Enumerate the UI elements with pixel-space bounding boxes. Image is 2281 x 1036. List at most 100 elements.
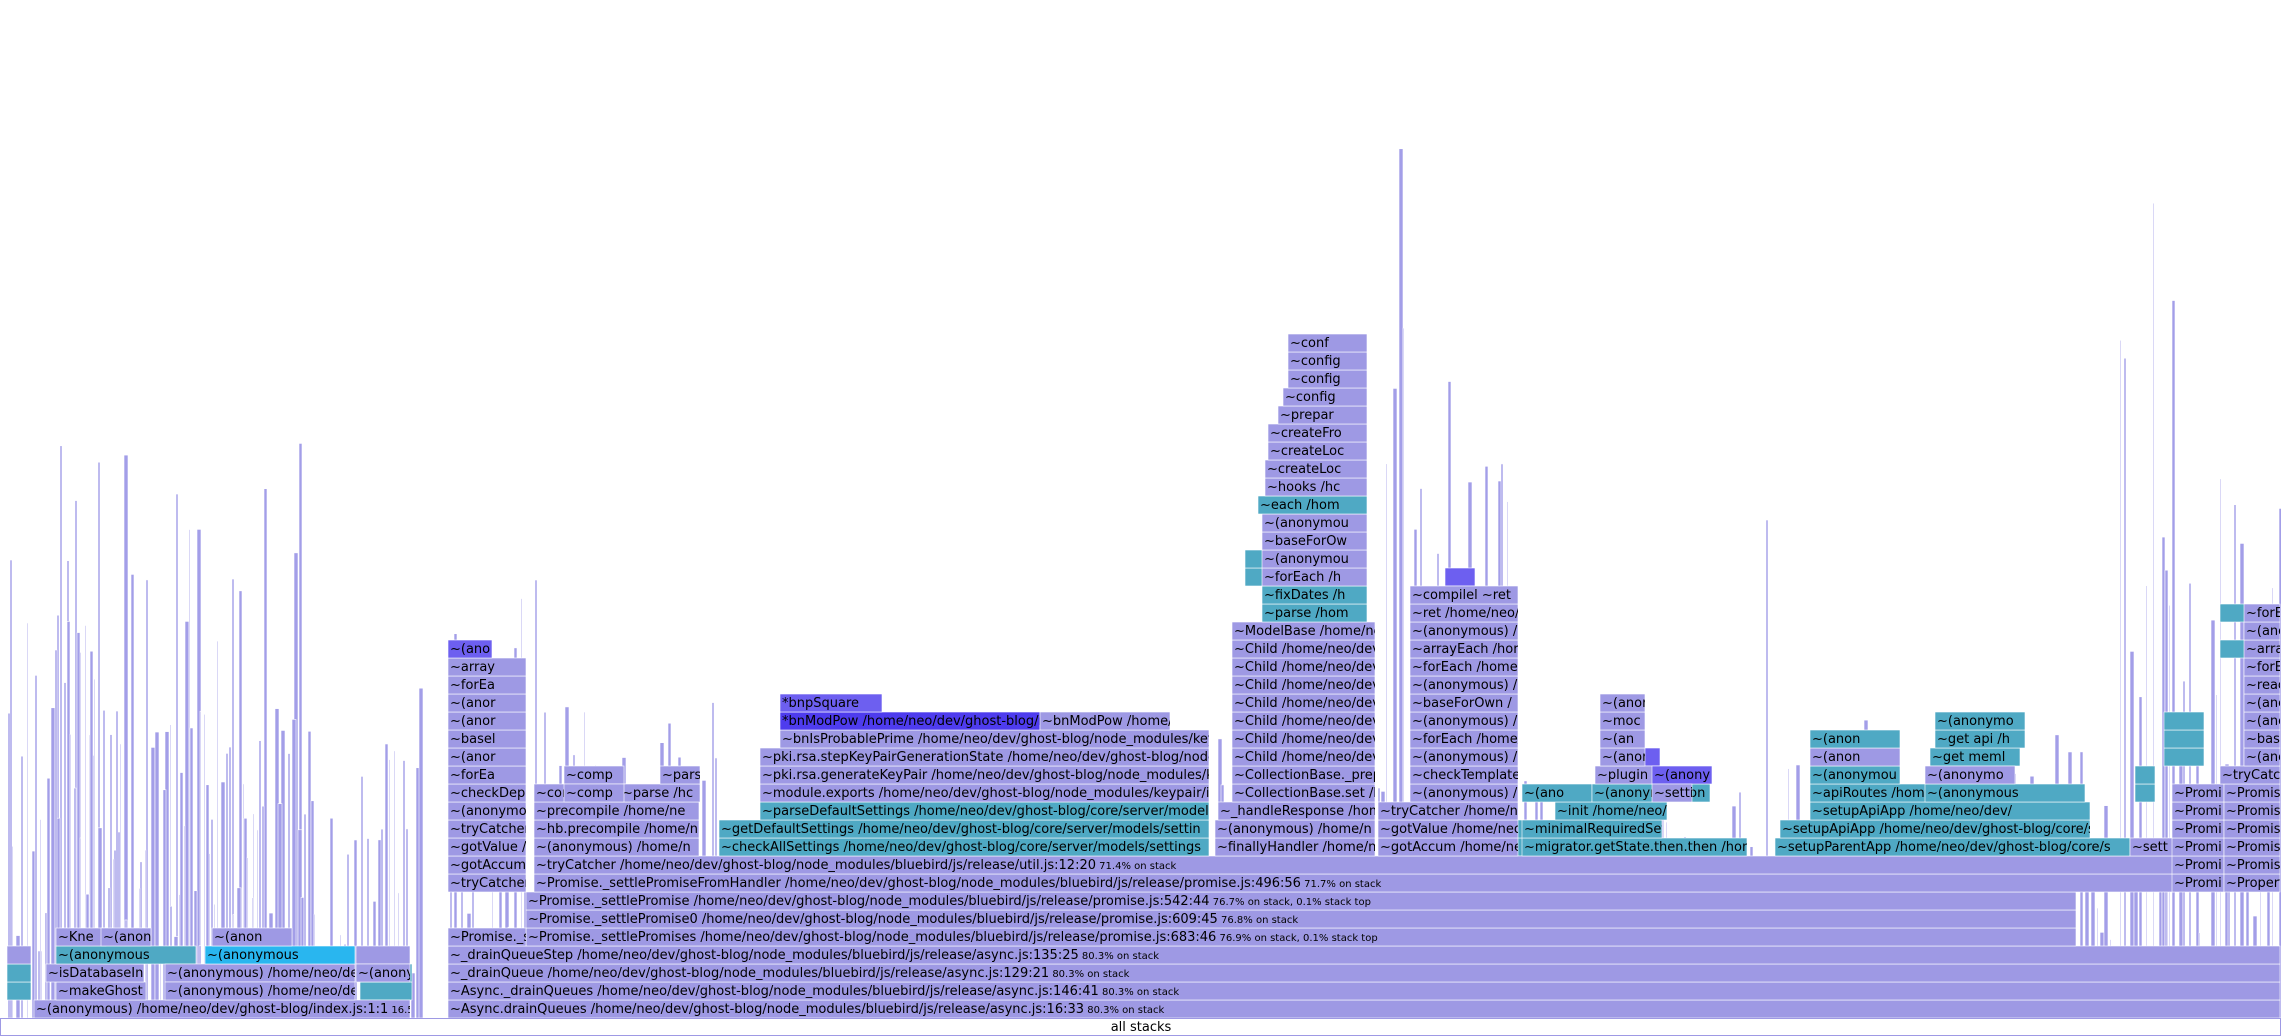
stack-frame[interactable]: ~(anonymous bbox=[204, 945, 356, 965]
stack-frame-block[interactable] bbox=[2134, 783, 2156, 803]
stack-frame[interactable]: ~(anonymous) /home/ne bbox=[1409, 783, 1575, 803]
stack-frame[interactable]: ~(anor bbox=[447, 693, 527, 713]
stack-spike[interactable] bbox=[154, 731, 160, 1019]
stack-frame[interactable]: ~Promise. bbox=[2223, 801, 2281, 821]
stack-frame[interactable]: ~Async.drainQueues /home/neo/dev/ghost-b… bbox=[447, 999, 2281, 1019]
stack-frame[interactable]: ~(anonymous) /home/neo/dev/ bbox=[164, 963, 371, 983]
stack-frame[interactable]: ~Promise._settlePromise0 /home/neo/dev/g… bbox=[525, 909, 2077, 929]
stack-frame[interactable]: ~(anc bbox=[2243, 711, 2281, 731]
stack-frame[interactable]: ~Promi bbox=[2171, 801, 2225, 821]
stack-frame[interactable]: ~gotAccum /home/neo/d bbox=[1377, 837, 1543, 857]
stack-frame[interactable]: ~(anonymou bbox=[1261, 549, 1368, 569]
stack-frame[interactable]: ~(anonymous) / bbox=[1409, 711, 1519, 731]
stack-frame[interactable]: ~gotAccum bbox=[447, 855, 527, 875]
stack-frame[interactable]: ~tryCatcher bbox=[447, 819, 531, 839]
stack-frame[interactable]: ~prepar bbox=[1277, 405, 1368, 425]
stack-frame[interactable]: ~Promi bbox=[2171, 783, 2225, 803]
stack-frame[interactable]: ~gotValue /home/neo/d bbox=[1377, 819, 1534, 839]
stack-frame[interactable]: ~tryCatch bbox=[2219, 765, 2281, 785]
stack-frame[interactable]: ~bnIsProbablePrime /home/neo/dev/ghost-b… bbox=[779, 729, 1216, 749]
stack-frame[interactable]: ~ModelBase /home/ne bbox=[1231, 621, 1382, 641]
stack-frame[interactable]: ~Child /home/neo/dev bbox=[1231, 639, 1380, 659]
stack-frame[interactable]: ~getDefaultSettings /home/neo/dev/ghost-… bbox=[718, 819, 1210, 839]
stack-frame[interactable]: ~config bbox=[1282, 387, 1368, 407]
stack-frame[interactable]: ~(anonymou bbox=[1809, 765, 1901, 785]
stack-frame[interactable]: ~(anony bbox=[1651, 765, 1713, 785]
stack-frame[interactable]: ~Child /home/neo/dev bbox=[1231, 747, 1380, 767]
stack-frame[interactable]: ~(anor bbox=[447, 747, 527, 767]
stack-frame[interactable]: ~arra bbox=[2243, 639, 2281, 659]
stack-frame[interactable]: ~createFro bbox=[1267, 423, 1368, 443]
stack-frame-block[interactable] bbox=[6, 963, 32, 983]
stack-frame[interactable]: ~forEach /home bbox=[1409, 657, 1519, 677]
stack-frame[interactable]: ~(anonymous) /home/neo/dev/ghost-blog/in… bbox=[33, 999, 433, 1019]
stack-frame[interactable]: ~Promise. bbox=[2223, 783, 2281, 803]
stack-frame[interactable]: ~checkAllSettings /home/neo/dev/ghost-bl… bbox=[718, 837, 1210, 857]
stack-frame[interactable]: ~ret /home/neo/ bbox=[1409, 603, 1520, 623]
stack-frame[interactable]: ~config bbox=[1287, 351, 1368, 371]
stack-spike[interactable] bbox=[34, 675, 38, 1019]
stack-spike[interactable] bbox=[150, 747, 156, 1019]
stack-frame[interactable]: ~(an bbox=[1599, 729, 1646, 749]
stack-frame[interactable]: ~_handleResponse /hom bbox=[1217, 801, 1382, 821]
stack-frame[interactable]: ~comp bbox=[563, 783, 625, 803]
stack-frame[interactable]: ~isDatabaseInit bbox=[45, 963, 152, 983]
stack-frame-block[interactable] bbox=[2163, 747, 2205, 767]
stack-frame[interactable]: ~sett bbox=[2129, 837, 2176, 857]
stack-frame[interactable]: ~(anon bbox=[100, 927, 152, 947]
stack-frame[interactable]: ~pars bbox=[659, 765, 701, 785]
stack-frame[interactable]: ~compilel ~ret bbox=[1409, 585, 1519, 605]
stack-frame[interactable]: ~(anon bbox=[1809, 729, 1901, 749]
stack-frame[interactable]: ~moc bbox=[1599, 711, 1646, 731]
stack-frame[interactable]: ~(anonymous) / bbox=[1409, 621, 1519, 641]
stack-frame[interactable]: ~setupApiApp /home/neo/dev/ghost-blog/co… bbox=[1779, 819, 2095, 839]
stack-frame[interactable]: ~tryCatcher /home/neo/dev/ghost-blog/nod… bbox=[533, 855, 2175, 875]
stack-frame[interactable]: ~(anonymous bbox=[55, 945, 197, 965]
stack-frame[interactable]: ~conf bbox=[1287, 333, 1368, 353]
stack-frame[interactable]: ~(anonymou bbox=[447, 801, 535, 821]
stack-frame[interactable]: ~array bbox=[447, 657, 527, 677]
stack-frame[interactable]: ~makeGhost /h bbox=[55, 981, 159, 1001]
stack-frame[interactable]: ~(anonymo bbox=[1934, 711, 2026, 731]
stack-frame[interactable]: ~Promise. bbox=[2223, 819, 2281, 839]
stack-frame[interactable]: ~(anonymous) /home/n bbox=[1214, 819, 1376, 839]
stack-spike[interactable] bbox=[2119, 339, 2122, 1019]
stack-frame[interactable]: ~minimalRequiredSetupToStartGhost bbox=[1521, 819, 1767, 839]
stack-frame[interactable]: ~(anonymous) / bbox=[1409, 747, 1519, 767]
stack-frame[interactable]: ~finallyHandler /home/ne bbox=[1214, 837, 1384, 857]
stack-frame[interactable]: ~(anonymous) /home/n bbox=[533, 837, 700, 857]
stack-frame[interactable]: ~(anony bbox=[1599, 693, 1658, 713]
stack-frame[interactable]: ~(anony bbox=[355, 963, 414, 983]
stack-spike[interactable] bbox=[2219, 478, 2222, 1019]
stack-frame[interactable]: ~Promi bbox=[2171, 873, 2225, 893]
stack-frame[interactable]: ~reac bbox=[2243, 675, 2281, 695]
stack-frame[interactable]: ~Async._drainQueues /home/neo/dev/ghost-… bbox=[447, 981, 2281, 1001]
stack-frame[interactable]: ~comp bbox=[563, 765, 625, 785]
stack-frame[interactable]: ~forEa bbox=[447, 765, 527, 785]
stack-frame[interactable]: ~(anor bbox=[447, 711, 527, 731]
stack-frame[interactable]: ~Propertie bbox=[2223, 873, 2281, 893]
stack-frame[interactable]: ~(anon bbox=[1809, 747, 1901, 767]
stack-frame[interactable]: ~checkTemplate bbox=[1409, 765, 1520, 785]
stack-frame[interactable]: ~Promise._settlePromiseFromHandler /home… bbox=[533, 873, 2175, 893]
stack-frame[interactable]: ~baseForOw bbox=[1261, 531, 1368, 551]
stack-frame[interactable]: ~CollectionBase._prep bbox=[1231, 765, 1381, 785]
stack-frame[interactable]: ~(anc bbox=[2243, 621, 2281, 641]
stack-frame[interactable]: ~(anonymous) / bbox=[1409, 675, 1519, 695]
stack-frame[interactable]: ~(anonymous) /home/ bbox=[1591, 783, 1741, 803]
stack-frame[interactable]: ~Promise. bbox=[2223, 837, 2281, 857]
stack-frame[interactable]: ~Promise bbox=[2223, 855, 2281, 875]
stack-frame[interactable]: ~(anon bbox=[211, 927, 293, 947]
stack-frame-block[interactable] bbox=[359, 981, 413, 1001]
stack-frame[interactable]: ~arrayEach /hor bbox=[1409, 639, 1519, 659]
stack-frame[interactable]: ~Promise._s bbox=[447, 927, 530, 947]
stack-frame[interactable]: ~parse /hom bbox=[1261, 603, 1368, 623]
stack-frame[interactable]: ~Promi bbox=[2171, 819, 2225, 839]
stack-frame[interactable]: ~(ano bbox=[447, 639, 493, 659]
stack-spike[interactable] bbox=[2152, 202, 2155, 1019]
stack-frame[interactable]: ~bnModPow /home/r bbox=[1039, 711, 1179, 731]
stack-frame[interactable]: ~_drainQueue /home/neo/dev/ghost-blog/no… bbox=[447, 963, 2281, 983]
stack-frame-block[interactable] bbox=[2163, 711, 2205, 731]
stack-frame-block[interactable] bbox=[1444, 567, 1476, 587]
stack-frame[interactable]: ~Child /home/neo/dev bbox=[1231, 693, 1380, 713]
